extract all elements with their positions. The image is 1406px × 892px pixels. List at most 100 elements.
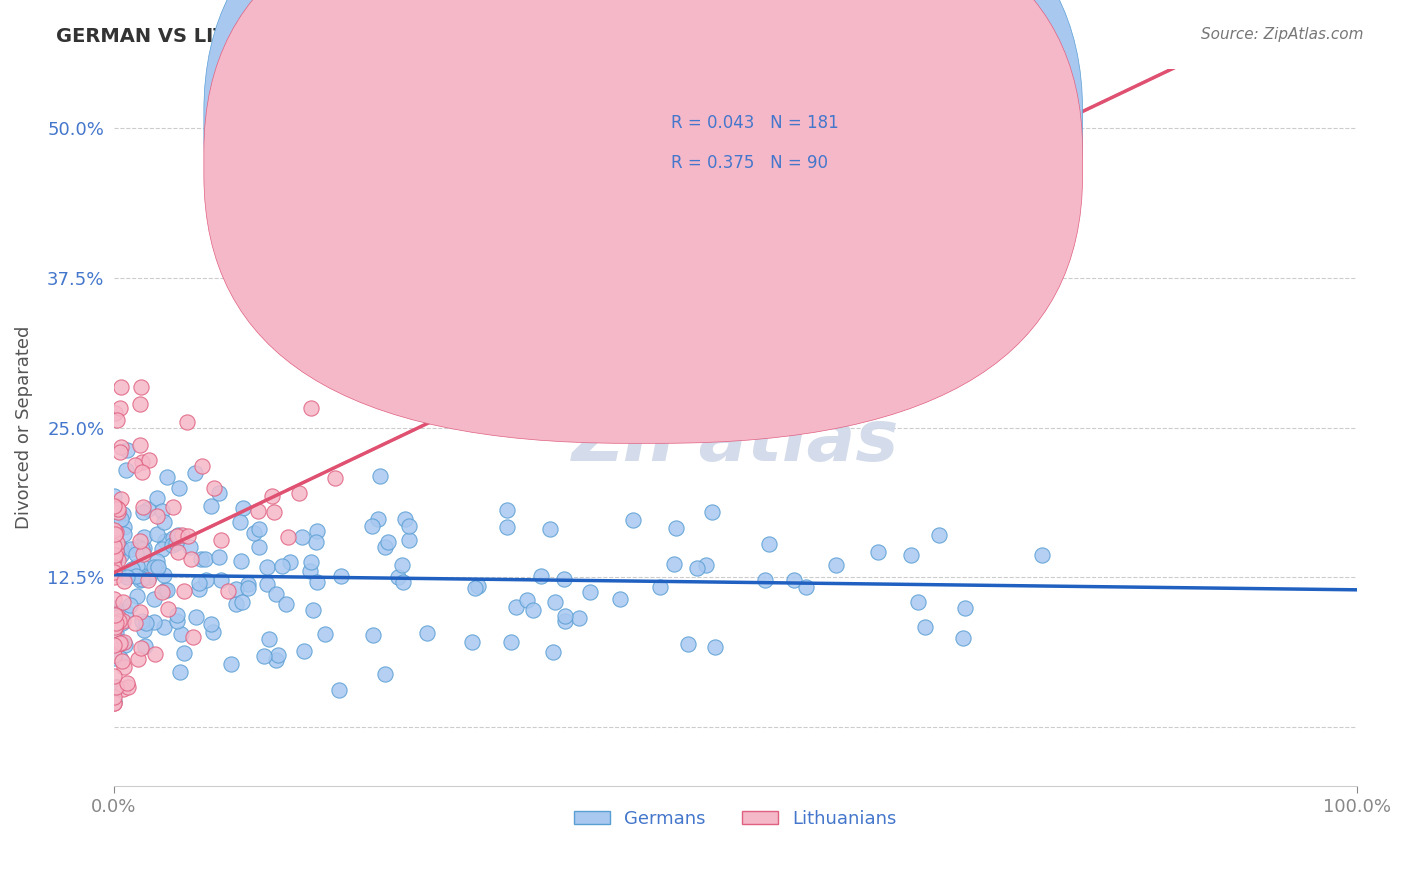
Point xyxy=(136,569,159,583)
Point xyxy=(166,608,188,623)
Point xyxy=(103,690,125,704)
Point xyxy=(105,604,128,618)
Point xyxy=(686,561,709,575)
Point xyxy=(105,680,128,694)
Point xyxy=(110,636,132,650)
Point xyxy=(103,638,125,652)
Point xyxy=(134,623,156,637)
Text: R = 0.043   N = 181: R = 0.043 N = 181 xyxy=(671,114,838,132)
Point xyxy=(103,558,125,572)
Point xyxy=(187,582,209,596)
Point xyxy=(394,512,416,526)
Point xyxy=(368,468,391,483)
Point xyxy=(107,603,129,617)
Point xyxy=(183,630,205,644)
Point xyxy=(108,651,131,665)
Point xyxy=(236,577,259,591)
Point xyxy=(695,558,717,572)
Point xyxy=(146,491,169,505)
Point xyxy=(103,620,125,634)
Point xyxy=(138,453,160,467)
Point xyxy=(824,558,846,572)
Point xyxy=(209,573,232,587)
Point xyxy=(169,665,191,680)
Point xyxy=(143,559,166,574)
Point xyxy=(105,544,128,558)
Point xyxy=(496,503,519,517)
Point xyxy=(262,489,284,503)
Point xyxy=(554,614,576,628)
Point xyxy=(229,515,252,529)
Point xyxy=(541,645,564,659)
Point xyxy=(253,648,276,663)
Point xyxy=(194,573,217,587)
Point xyxy=(314,627,336,641)
Point xyxy=(267,648,290,663)
Point xyxy=(156,470,179,484)
Point xyxy=(110,541,132,556)
Point xyxy=(103,648,125,662)
Point xyxy=(110,635,132,649)
Point xyxy=(103,605,125,619)
Point xyxy=(127,652,149,666)
Point xyxy=(172,528,194,542)
Point xyxy=(208,550,231,565)
Point xyxy=(129,640,152,655)
Point xyxy=(544,595,567,609)
Point xyxy=(132,530,155,544)
Point xyxy=(467,579,489,593)
Point xyxy=(257,632,280,646)
Point xyxy=(665,521,688,535)
Point xyxy=(162,500,184,514)
Point xyxy=(110,548,132,562)
Point xyxy=(200,499,222,513)
Point xyxy=(114,638,136,652)
Point xyxy=(162,532,184,546)
Point xyxy=(104,615,127,630)
Point xyxy=(180,551,202,566)
Point xyxy=(131,558,153,573)
Point xyxy=(173,646,195,660)
Point xyxy=(107,614,129,628)
Point xyxy=(110,380,132,394)
Point xyxy=(115,443,138,458)
Point xyxy=(111,507,134,521)
Point xyxy=(256,577,278,591)
Point xyxy=(231,554,253,568)
Point xyxy=(249,541,271,555)
Point xyxy=(200,617,222,632)
Point xyxy=(256,560,278,574)
Point xyxy=(156,602,179,616)
Point xyxy=(125,569,148,583)
Point xyxy=(115,566,138,581)
Point xyxy=(136,501,159,516)
Point xyxy=(246,504,269,518)
Point xyxy=(794,580,817,594)
Point xyxy=(103,623,125,637)
Point xyxy=(103,489,125,503)
Point xyxy=(104,527,127,541)
Point xyxy=(177,529,200,543)
Point xyxy=(115,570,138,584)
Point xyxy=(553,572,575,586)
Point xyxy=(104,601,127,615)
Point xyxy=(125,558,148,573)
Point xyxy=(103,669,125,683)
Point xyxy=(271,558,294,573)
Point xyxy=(146,508,169,523)
Point xyxy=(138,573,160,587)
Point xyxy=(103,696,125,710)
Point xyxy=(131,455,153,469)
Point xyxy=(150,541,173,556)
Point xyxy=(277,530,299,544)
Point xyxy=(387,570,409,584)
Point xyxy=(166,614,188,628)
Point xyxy=(374,540,396,554)
Point xyxy=(191,458,214,473)
Point xyxy=(225,582,247,596)
Point xyxy=(167,481,190,495)
Point xyxy=(110,512,132,526)
Point xyxy=(907,595,929,609)
Point xyxy=(609,591,631,606)
Point xyxy=(866,545,889,559)
